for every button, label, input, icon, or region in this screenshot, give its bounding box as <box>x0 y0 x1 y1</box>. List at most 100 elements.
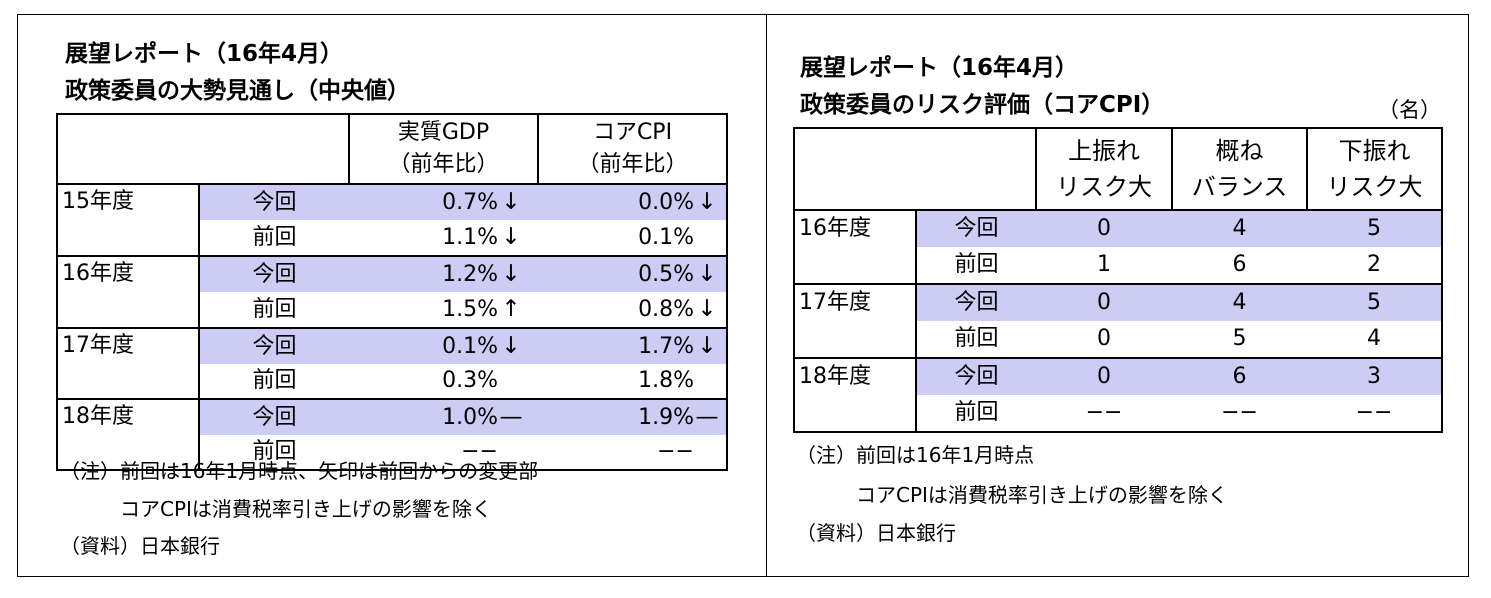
balanced-count: 6 <box>1172 247 1307 285</box>
header-upside-line1: 上振れ <box>1068 137 1140 165</box>
gdp-cell: 0.7% ↓ <box>349 184 538 220</box>
year-cell: 16年度 <box>56 255 200 329</box>
row-label: 今回 <box>199 256 349 292</box>
gdp-value: 0.3% <box>442 368 498 393</box>
cpi-arrow-icon: ↓ <box>697 261 717 287</box>
header-core-cpi: コアCPI （前年比） <box>537 113 728 185</box>
year-cell: 18年度 <box>56 398 200 471</box>
gdp-value: 1.5% <box>442 297 498 322</box>
cpi-cell: 1.9%— <box>538 399 728 435</box>
cpi-value: 1.8% <box>638 368 694 393</box>
left-note-2: コアCPIは消費税率引き上げの影響を除く <box>60 497 492 521</box>
panel-divider <box>766 14 767 577</box>
cpi-value: 1.9% <box>638 405 694 430</box>
unit-label: （名） <box>1378 98 1441 122</box>
upside-count: 0 <box>1036 358 1172 395</box>
outlook-table: 実質GDP （前年比） コアCPI （前年比） 15年度 今回 0.7% ↓ 0.0% ↓… <box>56 113 728 471</box>
upside-count: 1 <box>1036 247 1172 285</box>
downside-count: 3 <box>1307 358 1443 395</box>
gdp-value: 0.7% <box>442 190 498 215</box>
header-upside-line2: リスク大 <box>1056 173 1152 201</box>
table-row: 16年度 今回 0 4 5 <box>793 209 1443 285</box>
year-cell: 15年度 <box>56 183 200 257</box>
gdp-cell: 1.1% ↓ <box>349 220 538 257</box>
downside-count: 4 <box>1307 321 1443 359</box>
header-real-gdp: 実質GDP （前年比） <box>348 113 539 185</box>
year-cell: 16年度 <box>793 209 917 285</box>
gdp-cell: 1.0%— <box>349 399 538 435</box>
downside-count: −− <box>1307 395 1443 433</box>
cpi-cell: −− <box>538 435 728 471</box>
right-title-line1: 展望レポート（16年4月） <box>800 55 1079 81</box>
table-row: 前回 −− −− <box>57 435 728 471</box>
row-label: 今回 <box>916 284 1036 321</box>
row-label: 前回 <box>199 364 349 400</box>
gdp-value: 1.1% <box>442 225 498 250</box>
cpi-cell: 0.8% ↓ <box>538 292 728 329</box>
downside-count: 5 <box>1307 284 1443 321</box>
upside-count: 0 <box>1036 321 1172 359</box>
right-note-1: （注）前回は16年1月時点 <box>796 443 1035 467</box>
upside-count: 0 <box>1036 284 1172 321</box>
gdp-arrow-icon: ↓ <box>501 261 521 287</box>
table-row: 前回 1.5% ↑ 0.8% ↓ <box>57 292 728 329</box>
row-label: 今回 <box>199 184 349 220</box>
downside-count: 2 <box>1307 247 1443 285</box>
header-downside-line2: リスク大 <box>1326 173 1423 201</box>
right-panel: 展望レポート（16年4月） 政策委員のリスク評価（コアCPI） <box>800 50 1164 124</box>
gdp-arrow-icon: — <box>499 404 523 430</box>
cpi-arrow-icon: ↓ <box>697 189 717 215</box>
header-balanced: 概ね バランス <box>1171 127 1308 211</box>
table-row: 前回 0 5 4 <box>794 321 1443 359</box>
table-row: 15年度 今回 0.7% ↓ 0.0% ↓ <box>56 183 728 257</box>
balanced-count: 4 <box>1172 210 1307 247</box>
row-label: 前回 <box>916 321 1036 359</box>
cpi-value: 0.1% <box>638 224 694 250</box>
gdp-value: −− <box>461 439 498 464</box>
table-row: 前回 1.1% ↓ 0.1% <box>57 220 728 257</box>
row-label: 今回 <box>199 399 349 435</box>
balanced-count: −− <box>1172 395 1307 433</box>
gdp-cell: 1.5% ↑ <box>349 292 538 329</box>
header-balanced-line2: バランス <box>1191 173 1288 201</box>
header-real-gdp-line2: （前年比） <box>388 152 499 177</box>
row-label: 前回 <box>199 292 349 329</box>
gdp-value: 1.2% <box>442 262 498 287</box>
upside-count: 0 <box>1036 210 1172 247</box>
row-label: 今回 <box>916 358 1036 395</box>
table-row: 17年度 今回 0.1% ↓ 1.7% ↓ <box>56 327 728 400</box>
right-title-line2: 政策委員のリスク評価（コアCPI） <box>800 92 1165 118</box>
gdp-arrow-icon: ↑ <box>501 296 521 322</box>
left-note-3: （資料）日本銀行 <box>60 534 220 558</box>
table-row: 前回 1 6 2 <box>794 247 1443 285</box>
table-row: 前回 −− −− −− <box>794 395 1443 433</box>
gdp-cell: 0.3% <box>349 364 538 400</box>
cpi-cell: 0.5% ↓ <box>538 256 728 292</box>
cpi-cell: 1.7% ↓ <box>538 328 728 364</box>
cpi-cell: 0.1% <box>538 220 728 257</box>
left-title-line2: 政策委員の大勢見通し（中央値） <box>65 78 410 104</box>
gdp-cell: 1.2% ↓ <box>349 256 538 292</box>
header-balanced-line1: 概ね <box>1215 137 1264 165</box>
table-row: 18年度 今回 1.0%— 1.9%— <box>56 398 728 471</box>
table-row: 前回 0.3% 1.8% <box>57 364 728 400</box>
balanced-count: 4 <box>1172 284 1307 321</box>
risk-table: 上振れ リスク大 概ね バランス 下振れ リスク大 16年度 今回 0 4 5 前回 1 6 2… <box>793 127 1443 433</box>
cpi-value: 0.5% <box>638 262 694 287</box>
risk-header-blank <box>793 127 1037 211</box>
cpi-value: 1.7% <box>638 334 694 359</box>
gdp-arrow-icon: ↓ <box>501 224 521 250</box>
row-label: 前回 <box>199 220 349 257</box>
outlook-header-blank <box>56 113 350 185</box>
gdp-cell: −− <box>349 435 538 471</box>
row-label: 今回 <box>199 328 349 364</box>
cpi-arrow-icon: ↓ <box>697 333 717 359</box>
row-label: 前回 <box>916 247 1036 285</box>
header-core-cpi-line2: （前年比） <box>577 152 688 177</box>
cpi-cell: 0.0% ↓ <box>538 184 728 220</box>
gdp-value: 1.0% <box>442 405 498 430</box>
balanced-count: 5 <box>1172 321 1307 359</box>
row-label: 前回 <box>916 395 1036 433</box>
right-note-2: コアCPIは消費税率引き上げの影響を除く <box>796 483 1228 507</box>
left-title-line1: 展望レポート（16年4月） <box>65 41 344 67</box>
